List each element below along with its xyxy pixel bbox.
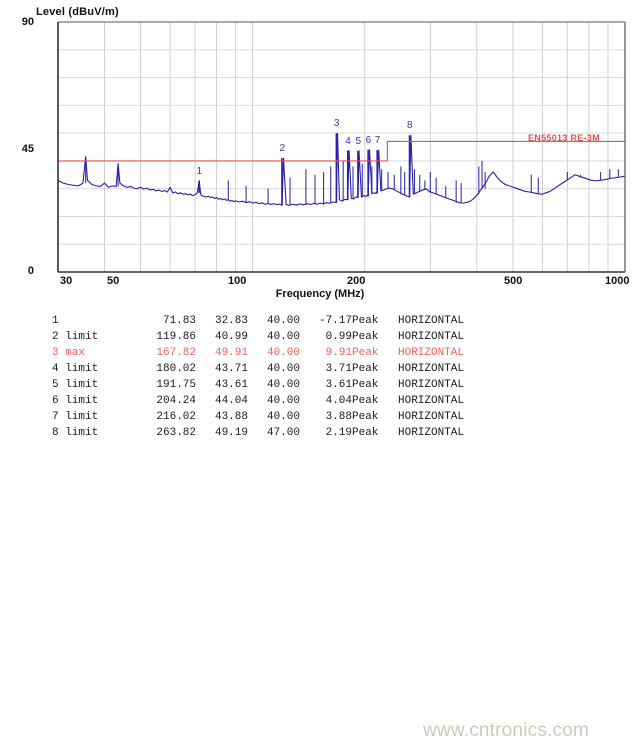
- x-tick-30: 30: [60, 275, 73, 287]
- cell-id: 2 limit: [52, 331, 99, 343]
- cell-id: 4 limit: [52, 363, 99, 375]
- cell-polarization: HORIZONTAL: [398, 363, 465, 375]
- y-axis-title: Level (dBuV/m): [36, 6, 119, 18]
- cell-frequency: 167.82: [156, 347, 196, 359]
- cell-margin: -7.17: [318, 315, 352, 327]
- cell-limit: 40.00: [266, 363, 300, 375]
- cell-limit: 40.00: [266, 395, 300, 407]
- x-tick-100: 100: [228, 275, 247, 287]
- cell-polarization: HORIZONTAL: [398, 379, 465, 391]
- cell-level: 43.71: [214, 363, 248, 375]
- cell-level: 32.83: [214, 315, 248, 327]
- cell-id: 5 limit: [52, 379, 99, 391]
- cell-polarization: HORIZONTAL: [398, 315, 465, 327]
- cell-level: 43.61: [214, 379, 248, 391]
- cell-frequency: 180.02: [156, 363, 196, 375]
- marker-label-6: 6: [365, 134, 372, 146]
- cell-level: 40.99: [214, 331, 248, 343]
- y-tick-45: 45: [21, 143, 34, 155]
- cell-frequency: 191.75: [156, 379, 196, 391]
- cell-level: 43.88: [214, 411, 248, 423]
- x-tick-50: 50: [107, 275, 120, 287]
- marker-label-4: 4: [345, 135, 351, 147]
- cell-detector: Peak: [352, 363, 379, 375]
- cell-limit: 40.00: [266, 379, 300, 391]
- cell-margin: 2.19: [325, 427, 352, 439]
- limit-line-label: EN55013 RE-3M: [528, 133, 600, 143]
- marker-label-5: 5: [355, 135, 361, 147]
- cell-level: 49.19: [214, 427, 248, 439]
- table-row: 1 71.83 32.83 40.00 -7.17 Peak HORIZONTAL: [52, 314, 518, 330]
- cell-detector: Peak: [352, 347, 379, 359]
- cell-detector: Peak: [352, 411, 379, 423]
- results-table: 1 71.83 32.83 40.00 -7.17 Peak HORIZONTAL 2 lim…: [52, 314, 518, 442]
- y-tick-0: 0: [27, 265, 34, 277]
- x-tick-1000: 1000: [605, 275, 630, 287]
- cell-detector: Peak: [352, 379, 379, 391]
- cell-margin: 4.04: [325, 395, 352, 407]
- results-table-area: 1 71.83 32.83 40.00 -7.17 Peak HORIZONTAL 2 lim…: [0, 312, 640, 741]
- cell-id: 6 limit: [52, 395, 99, 407]
- cell-frequency: 216.02: [156, 411, 196, 423]
- marker-label-1: 1: [196, 165, 203, 177]
- marker-label-7: 7: [374, 135, 381, 147]
- cell-polarization: HORIZONTAL: [398, 427, 465, 439]
- marker-label-2: 2: [279, 143, 286, 155]
- cell-limit: 47.00: [266, 427, 300, 439]
- plot-canvas: [57, 21, 626, 273]
- table-row: 2 limit 119.86 40.99 40.00 0.99 Peak HORIZONTA…: [52, 330, 518, 346]
- table-row: 3 max 167.82 49.91 40.00 9.91 Peak HORIZONTAL: [52, 346, 518, 362]
- cell-polarization: HORIZONTAL: [398, 395, 465, 407]
- table-row: 4 limit 180.02 43.71 40.00 3.71 Peak HORIZONTA…: [52, 362, 518, 378]
- table-row: 6 limit 204.24 44.04 40.00 4.04 Peak HORIZONTA…: [52, 394, 518, 410]
- cell-frequency: 119.86: [156, 331, 196, 343]
- cell-polarization: HORIZONTAL: [398, 411, 465, 423]
- x-tick-200: 200: [347, 275, 366, 287]
- cell-margin: 3.71: [325, 363, 352, 375]
- cell-frequency: 71.83: [162, 315, 196, 327]
- cell-detector: Peak: [352, 315, 379, 327]
- table-row: 7 limit 216.02 43.88 40.00 3.88 Peak HORIZONTA…: [52, 410, 518, 426]
- cell-level: 44.04: [214, 395, 248, 407]
- cell-frequency: 263.82: [156, 427, 196, 439]
- cell-margin: 9.91: [325, 347, 352, 359]
- cell-limit: 40.00: [266, 411, 300, 423]
- x-axis-title: Frequency (MHz): [275, 288, 365, 300]
- cell-detector: Peak: [352, 427, 379, 439]
- y-tick-90: 90: [21, 16, 34, 28]
- table-row: 8 limit 263.82 49.19 47.00 2.19 Peak HORIZONTA…: [52, 426, 518, 442]
- cell-id: 1: [52, 315, 59, 327]
- cell-margin: 3.61: [325, 379, 352, 391]
- cell-margin: 3.88: [325, 411, 352, 423]
- cell-frequency: 204.24: [156, 395, 196, 407]
- spectrum-chart: Level (dBuV/m) Frequency (MHz) 90 45 0 3…: [0, 0, 640, 310]
- cell-id: 3 max: [52, 347, 86, 359]
- marker-label-8: 8: [407, 120, 413, 132]
- cell-polarization: HORIZONTAL: [398, 347, 465, 359]
- x-tick-500: 500: [504, 275, 523, 287]
- cell-detector: Peak: [352, 331, 379, 343]
- cell-limit: 40.00: [266, 315, 300, 327]
- watermark: www.cntronics.com: [423, 720, 589, 741]
- cell-margin: 0.99: [325, 331, 352, 343]
- cell-polarization: HORIZONTAL: [398, 331, 465, 343]
- table-row: 5 limit 191.75 43.61 40.00 3.61 Peak HORIZONTA…: [52, 378, 518, 394]
- cell-id: 8 limit: [52, 427, 99, 439]
- cell-level: 49.91: [214, 347, 248, 359]
- cell-limit: 40.00: [266, 347, 300, 359]
- cell-limit: 40.00: [266, 331, 300, 343]
- cell-id: 7 limit: [52, 411, 99, 423]
- cell-detector: Peak: [352, 395, 379, 407]
- marker-label-3: 3: [333, 118, 340, 130]
